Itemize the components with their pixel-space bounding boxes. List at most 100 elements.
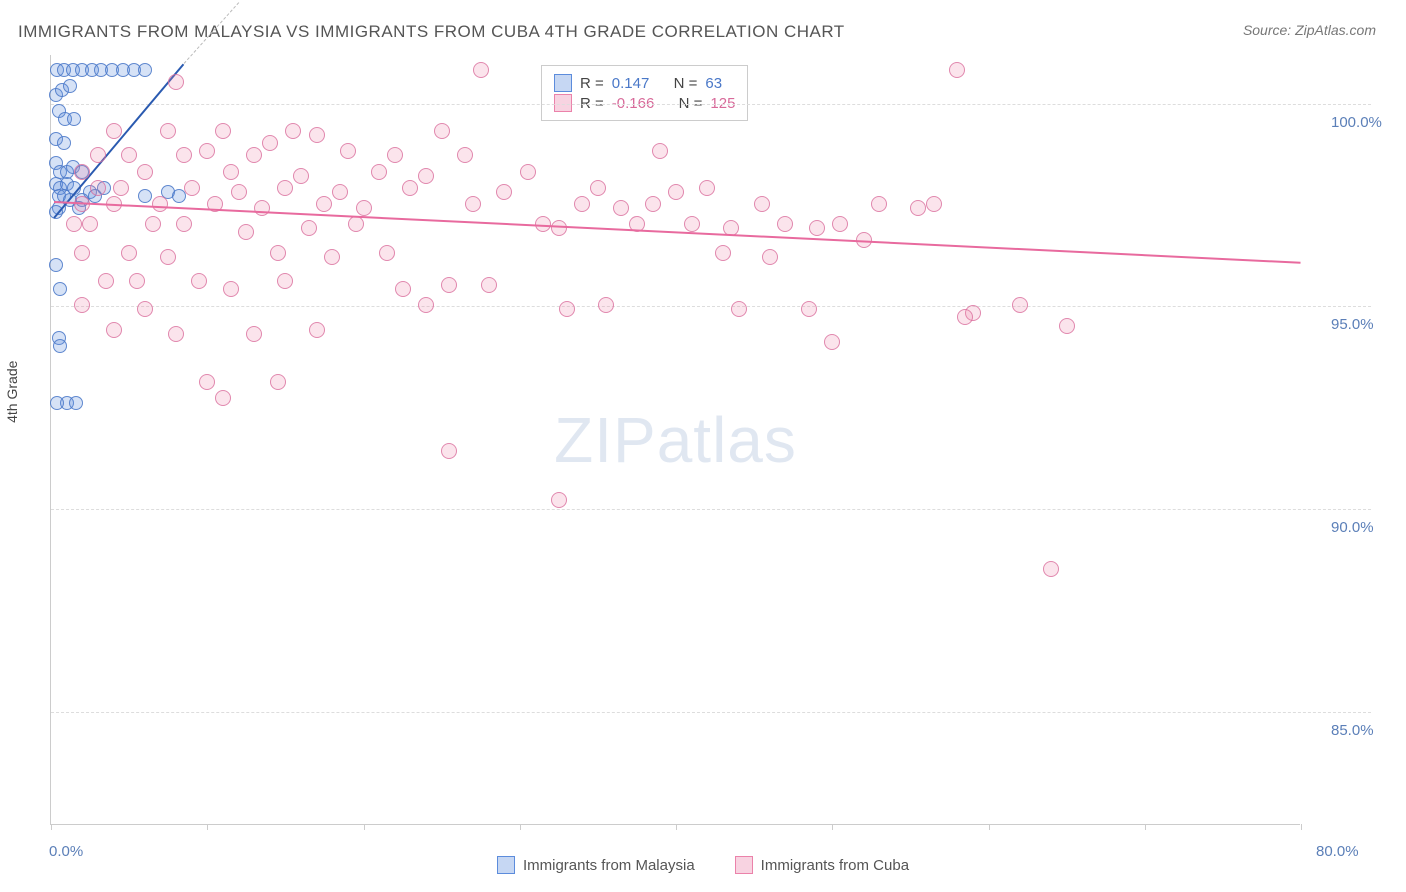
data-point <box>215 390 231 406</box>
x-tick <box>1301 824 1302 830</box>
legend-item-1: Immigrants from Malaysia <box>497 856 695 874</box>
data-point <box>238 224 254 240</box>
swatch-icon <box>735 856 753 874</box>
data-point <box>559 301 575 317</box>
data-point <box>74 245 90 261</box>
data-point <box>684 216 700 232</box>
y-axis-label: 4th Grade <box>4 361 20 423</box>
data-point <box>590 180 606 196</box>
data-point <box>926 196 942 212</box>
data-point <box>457 147 473 163</box>
data-point <box>152 196 168 212</box>
data-point <box>910 200 926 216</box>
y-tick-label: 85.0% <box>1331 722 1374 739</box>
data-point <box>348 216 364 232</box>
data-point <box>137 164 153 180</box>
data-point <box>223 164 239 180</box>
x-tick <box>676 824 677 830</box>
gridline <box>51 509 1371 510</box>
correlation-stats-box: R = 0.147 N = 63 R = -0.166 N = 125 <box>541 65 748 121</box>
data-point <box>69 396 83 410</box>
data-point <box>801 301 817 317</box>
data-point <box>246 326 262 342</box>
data-point <box>168 326 184 342</box>
data-point <box>441 443 457 459</box>
x-tick <box>520 824 521 830</box>
data-point <box>90 147 106 163</box>
data-point <box>176 147 192 163</box>
data-point <box>199 143 215 159</box>
data-point <box>254 200 270 216</box>
data-point <box>871 196 887 212</box>
data-point <box>957 309 973 325</box>
data-point <box>53 282 67 296</box>
data-point <box>465 196 481 212</box>
data-point <box>138 63 152 77</box>
data-point <box>613 200 629 216</box>
data-point <box>277 180 293 196</box>
data-point <box>371 164 387 180</box>
swatch-icon <box>554 74 572 92</box>
data-point <box>496 184 512 200</box>
data-point <box>379 245 395 261</box>
gridline <box>51 306 1371 307</box>
data-point <box>50 396 64 410</box>
data-point <box>301 220 317 236</box>
data-point <box>324 249 340 265</box>
data-point <box>121 147 137 163</box>
data-point <box>598 297 614 313</box>
data-point <box>74 297 90 313</box>
gridline <box>51 712 1371 713</box>
data-point <box>67 112 81 126</box>
data-point <box>387 147 403 163</box>
data-point <box>285 123 301 139</box>
y-tick-label: 95.0% <box>1331 316 1374 333</box>
data-point <box>809 220 825 236</box>
data-point <box>332 184 348 200</box>
data-point <box>113 180 129 196</box>
data-point <box>715 245 731 261</box>
data-point <box>1012 297 1028 313</box>
data-point <box>356 200 372 216</box>
data-point <box>106 123 122 139</box>
data-point <box>340 143 356 159</box>
data-point <box>168 74 184 90</box>
data-point <box>57 136 71 150</box>
data-point <box>418 168 434 184</box>
series-legend: Immigrants from Malaysia Immigrants from… <box>0 856 1406 874</box>
x-tick <box>364 824 365 830</box>
data-point <box>74 164 90 180</box>
data-point <box>215 123 231 139</box>
y-tick-label: 90.0% <box>1331 519 1374 536</box>
data-point <box>293 168 309 184</box>
data-point <box>824 334 840 350</box>
data-point <box>699 180 715 196</box>
x-tick <box>51 824 52 830</box>
x-tick <box>1145 824 1146 830</box>
data-point <box>90 180 106 196</box>
data-point <box>1043 561 1059 577</box>
data-point <box>481 277 497 293</box>
data-point <box>277 273 293 289</box>
data-point <box>53 339 67 353</box>
data-point <box>199 374 215 390</box>
data-point <box>145 216 161 232</box>
data-point <box>106 322 122 338</box>
stats-row-series-1: R = 0.147 N = 63 <box>554 74 735 92</box>
data-point <box>309 322 325 338</box>
data-point <box>98 273 114 289</box>
data-point <box>434 123 450 139</box>
data-point <box>176 216 192 232</box>
data-point <box>551 492 567 508</box>
legend-item-2: Immigrants from Cuba <box>735 856 909 874</box>
data-point <box>160 249 176 265</box>
data-point <box>309 127 325 143</box>
data-point <box>138 189 152 203</box>
data-point <box>551 220 567 236</box>
data-point <box>270 374 286 390</box>
chart-title: IMMIGRANTS FROM MALAYSIA VS IMMIGRANTS F… <box>18 22 845 42</box>
data-point <box>441 277 457 293</box>
watermark-text: ZIPatlas <box>554 403 797 477</box>
data-point <box>1059 318 1075 334</box>
x-tick <box>207 824 208 830</box>
